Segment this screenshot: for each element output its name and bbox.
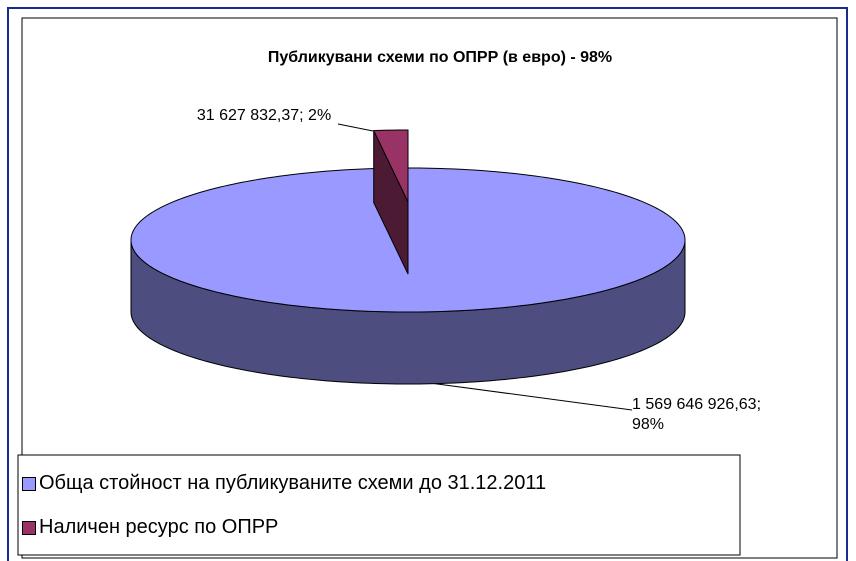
outer-frame bbox=[7, 7, 848, 561]
legend-swatch bbox=[22, 476, 36, 491]
slice bbox=[372, 129, 409, 203]
legend-item: Наличен ресурс по ОПРР bbox=[22, 516, 278, 539]
legend-label: Наличен ресурс по ОПРР bbox=[39, 516, 279, 538]
leader-line bbox=[337, 123, 374, 132]
data-label: 1 569 646 926,63; 98% bbox=[632, 396, 762, 433]
legend-item: Обща стойност на публикуваните схеми до … bbox=[22, 472, 546, 495]
chart-title: Публикувани схеми по ОПРР (в евро) - 98% bbox=[268, 49, 612, 66]
legend-swatch bbox=[22, 520, 36, 535]
legend-box bbox=[17, 454, 741, 556]
leader-line bbox=[429, 382, 633, 411]
legend-label: Обща стойност на публикуваните схеми до … bbox=[39, 472, 547, 494]
data-label: 31 627 832,37; 2% bbox=[196, 107, 332, 124]
